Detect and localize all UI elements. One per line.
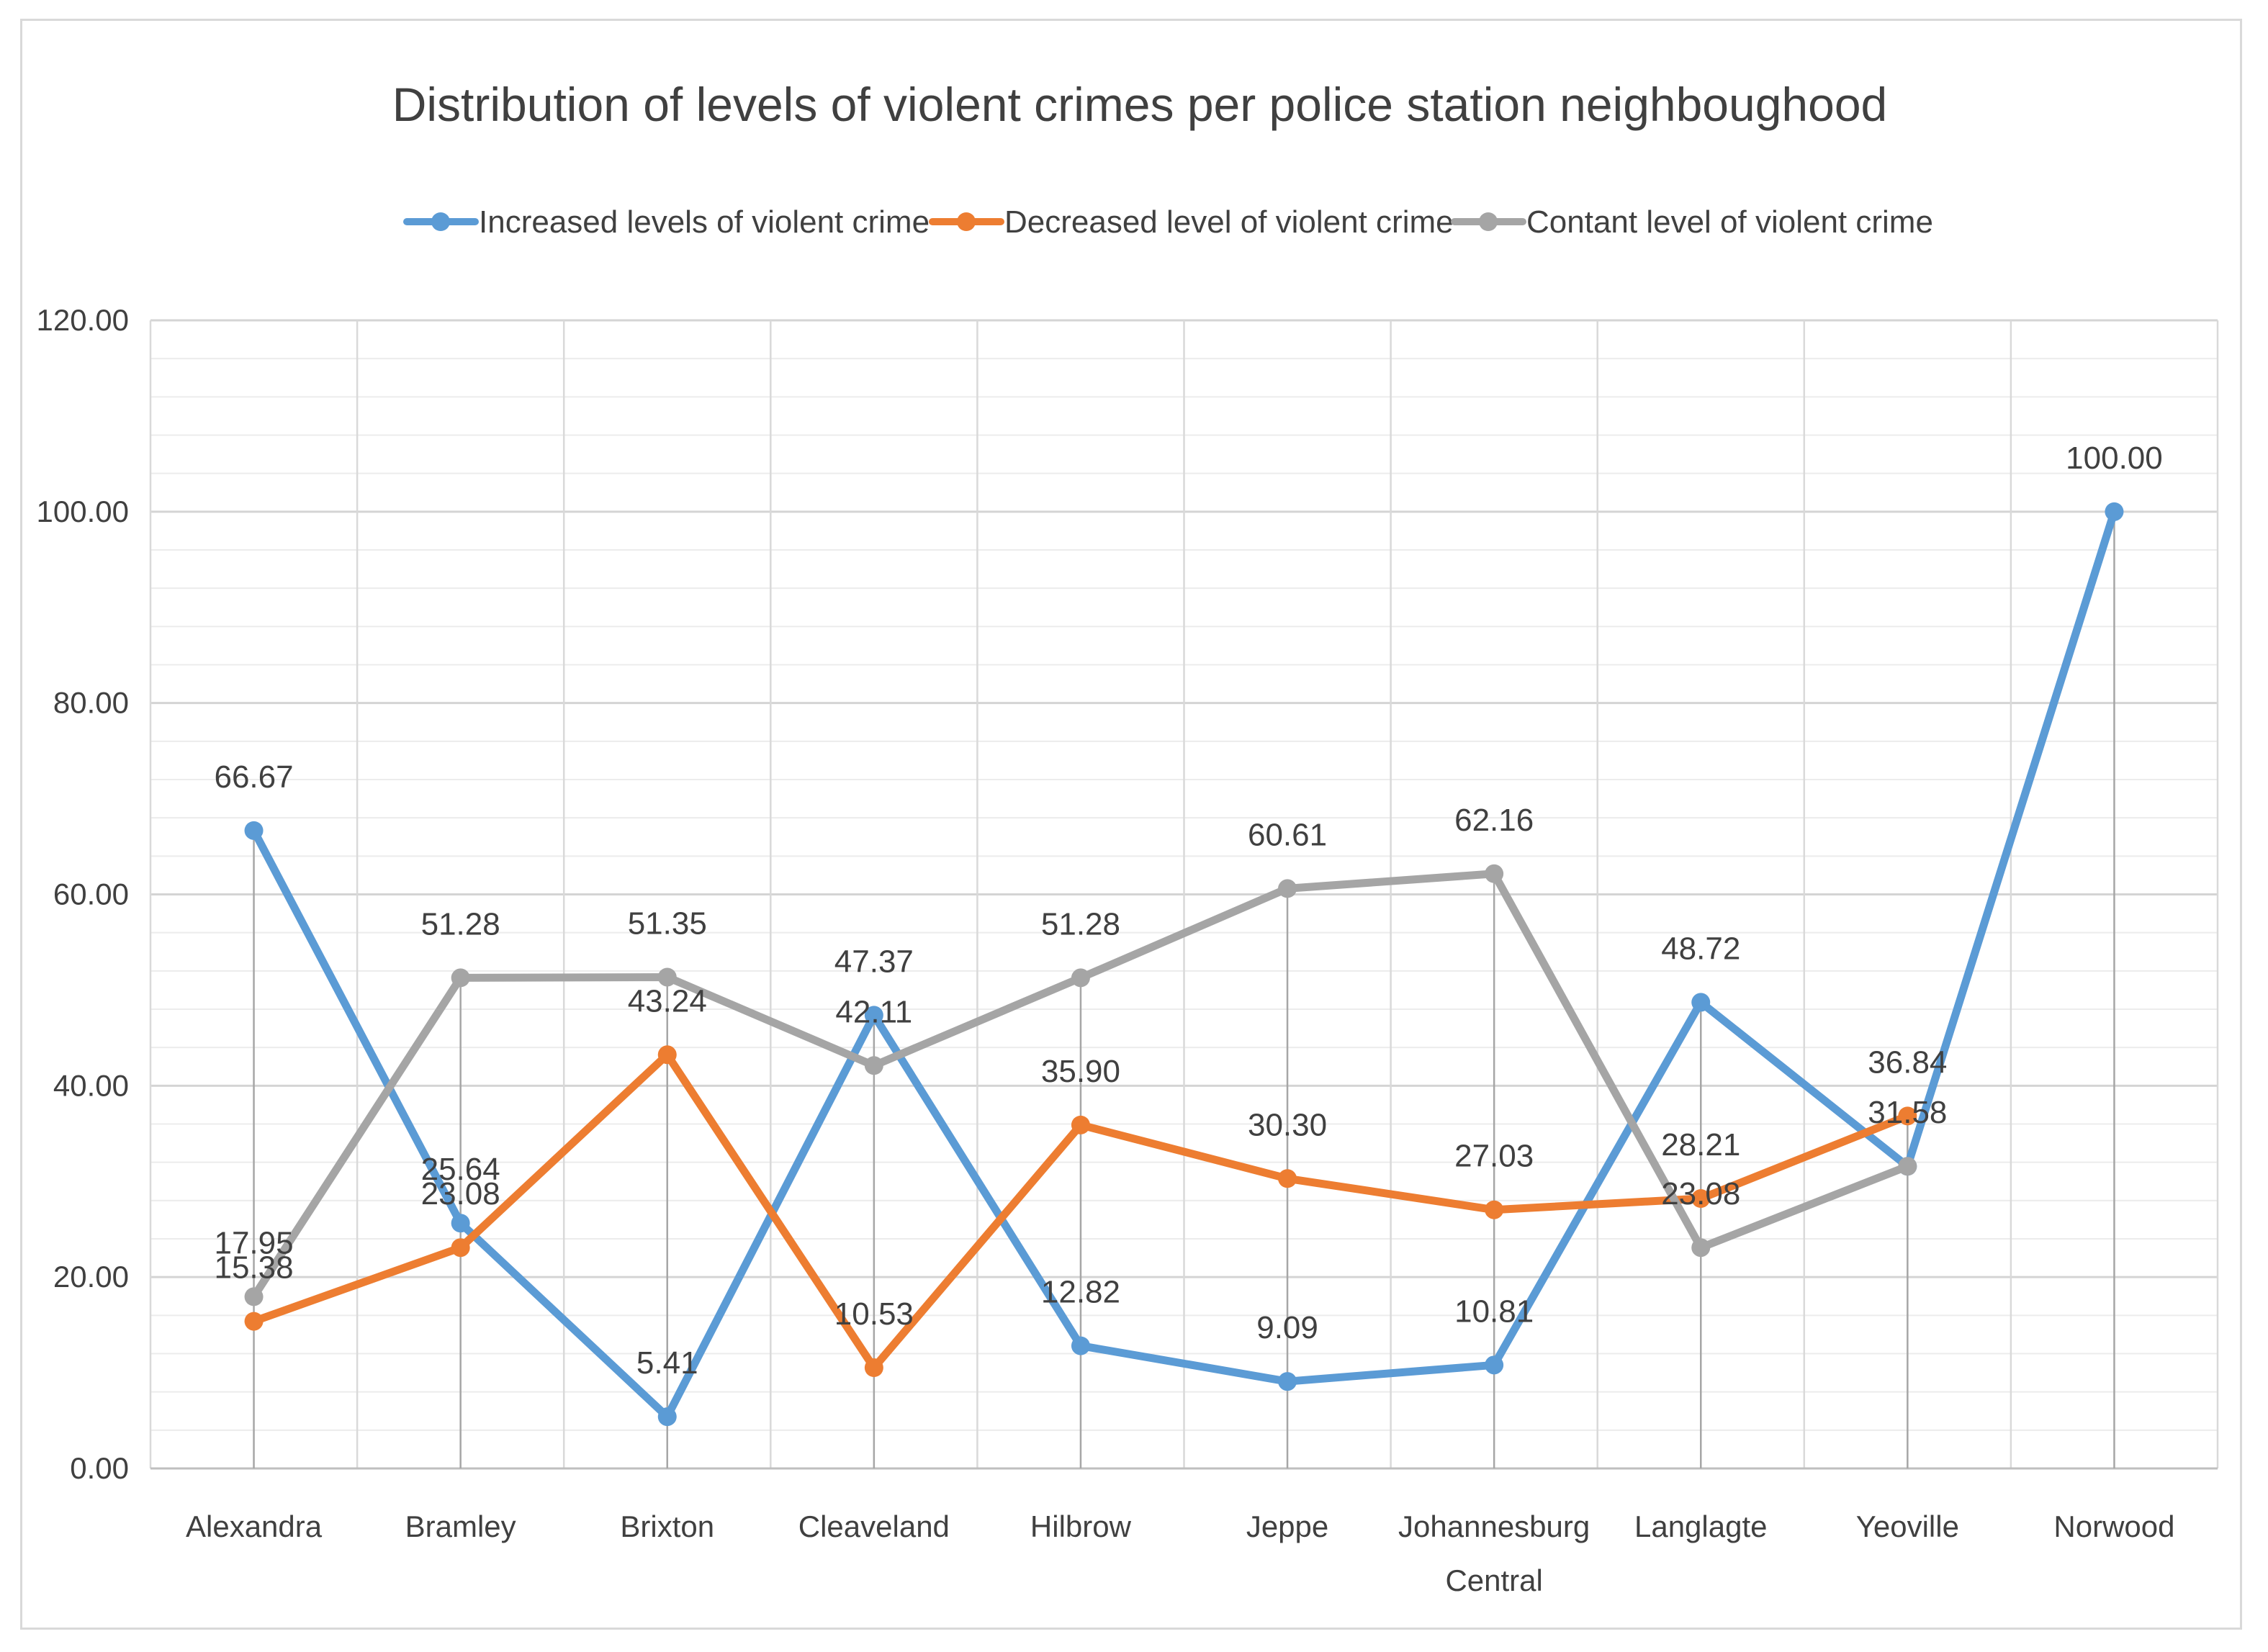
data-label: 5.41 (636, 1345, 698, 1381)
data-point (244, 821, 264, 840)
data-label: 60.61 (1248, 817, 1327, 852)
data-label: 35.90 (1041, 1054, 1120, 1089)
data-point (451, 1238, 470, 1258)
legend-label: Contant level of violent crime (1526, 204, 1933, 240)
data-point (1278, 1169, 1297, 1188)
x-tick-label: Cleaveland (798, 1509, 950, 1543)
data-point (1691, 993, 1711, 1012)
legend-item: Decreased level of violent crime (929, 204, 1454, 240)
data-point (1071, 968, 1090, 988)
data-point (451, 968, 470, 988)
legend: Increased levels of violent crime Decreas… (403, 204, 1933, 240)
data-label: 9.09 (1256, 1310, 1318, 1345)
data-label: 43.24 (628, 983, 707, 1019)
data-label: 12.82 (1041, 1275, 1120, 1310)
data-point (1485, 1200, 1504, 1219)
data-label: 51.35 (628, 906, 707, 941)
data-point (1691, 1238, 1711, 1258)
series-lines (244, 502, 2124, 1427)
data-point (244, 1312, 264, 1331)
series-line (250, 507, 2118, 1421)
data-point (1691, 1189, 1711, 1209)
y-tick-label: 40.00 (53, 1068, 129, 1102)
data-label: 48.72 (1661, 931, 1740, 966)
axes (150, 511, 2218, 1470)
data-point (1898, 1106, 1917, 1126)
data-point (864, 1358, 883, 1378)
y-axis-tick-labels: 0.00 20.00 40.00 60.00 80.00 100.00 120.00 (37, 303, 129, 1485)
data-point (1278, 1372, 1297, 1391)
y-tick-label: 100.00 (37, 495, 129, 528)
gridlines (149, 319, 2219, 1470)
x-tick-label: Langlagte (1634, 1509, 1768, 1543)
data-labels: 66.67 25.64 5.41 47.37 12.82 9.09 10.81 48.72 31… (214, 441, 2162, 1381)
x-tick-label: Bramley (405, 1509, 516, 1543)
legend-label: Increased levels of violent crime (479, 204, 930, 240)
x-tick-label: Norwood (2053, 1509, 2174, 1543)
data-point (1898, 1157, 1917, 1176)
data-label: 17.95 (214, 1225, 293, 1260)
x-axis-tick-labels: Alexandra Bramley Brixton Cleaveland Hilbrow… (186, 1509, 2175, 1597)
chart-frame (20, 19, 2242, 1630)
data-label: 51.28 (421, 906, 500, 942)
y-tick-label: 0.00 (70, 1451, 129, 1485)
data-label: 51.28 (1041, 906, 1120, 942)
data-label: 36.84 (1868, 1044, 1947, 1080)
data-point (1278, 879, 1297, 898)
legend-marker (957, 212, 976, 231)
legend-marker (431, 212, 450, 231)
data-point (864, 1006, 883, 1025)
x-tick-label: Johannesburg Central (1398, 1509, 1590, 1597)
data-label: 100.00 (2066, 441, 2163, 476)
data-label: 10.81 (1454, 1294, 1534, 1329)
data-label: 62.16 (1454, 803, 1534, 838)
data-label: 10.53 (834, 1296, 914, 1332)
data-point (1485, 864, 1504, 883)
data-point (864, 1056, 883, 1075)
legend-item: Contant level of violent crime (1451, 204, 1933, 240)
data-label: 42.11 (835, 994, 912, 1029)
data-point (657, 1407, 677, 1427)
data-point (657, 967, 677, 987)
data-label: 66.67 (214, 759, 293, 795)
data-label: 28.21 (1661, 1127, 1740, 1163)
legend-marker (1479, 212, 1498, 231)
data-point (244, 1287, 264, 1306)
data-label: 25.64 (421, 1152, 500, 1187)
legend-label: Decreased level of violent crime (1004, 204, 1454, 240)
legend-item: Increased levels of violent crime (403, 204, 930, 240)
data-point (451, 1214, 470, 1233)
y-tick-label: 80.00 (53, 686, 129, 720)
data-point (1071, 1336, 1090, 1355)
data-label: 30.30 (1248, 1107, 1327, 1142)
data-label: 23.08 (1661, 1176, 1740, 1211)
data-point (1071, 1115, 1090, 1134)
data-point (2105, 502, 2124, 521)
x-tick-label: Yeoville (1856, 1509, 1959, 1543)
chart-title: Distribution of levels of violent crimes… (392, 78, 1888, 131)
data-point (1485, 1355, 1504, 1375)
x-tick-label: Hilbrow (1030, 1509, 1132, 1543)
data-label: 47.37 (834, 944, 914, 979)
y-tick-label: 20.00 (53, 1260, 129, 1294)
x-tick-label: Alexandra (186, 1509, 323, 1543)
data-label: 27.03 (1454, 1139, 1534, 1174)
data-point (657, 1045, 677, 1065)
x-tick-label: Jeppe (1246, 1509, 1328, 1543)
x-tick-label: Brixton (620, 1509, 714, 1543)
data-label: 15.38 (214, 1250, 293, 1286)
y-tick-label: 120.00 (37, 303, 129, 337)
y-tick-label: 60.00 (53, 877, 129, 911)
data-label: 23.08 (421, 1176, 500, 1211)
data-label: 31.58 (1868, 1095, 1947, 1130)
